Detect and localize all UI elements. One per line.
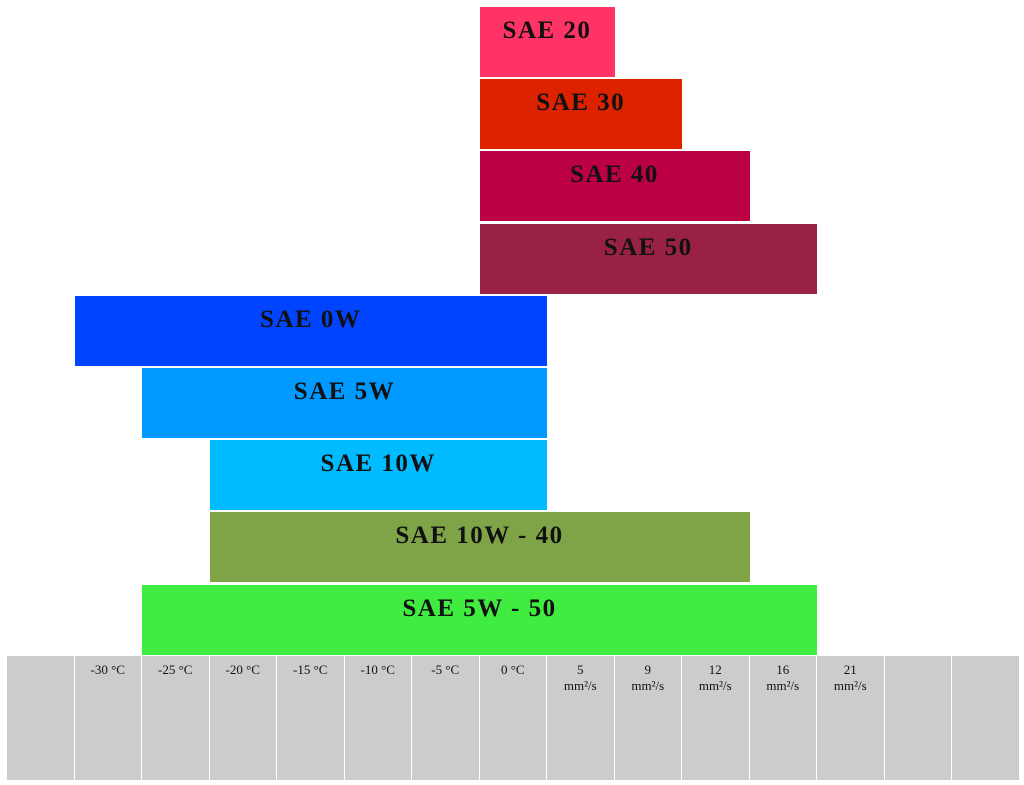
grade-bar: SAE 5W (142, 368, 547, 438)
axis-cell: 9 mm²/s (614, 656, 682, 780)
axis-cell: -10 °C (344, 656, 412, 780)
grade-bar: SAE 10W - 40 (209, 512, 750, 583)
axis-cell: 21 mm²/s (817, 656, 885, 780)
grade-bar: SAE 0W (74, 295, 547, 366)
grade-bar: SAE 40 (479, 151, 750, 222)
axis-cell: 16 mm²/s (749, 656, 817, 780)
axis-cell: 5 mm²/s (547, 656, 615, 780)
axis-cell: -15 °C (277, 656, 345, 780)
axis-cell: -5 °C (412, 656, 480, 780)
axis-cell (884, 656, 952, 780)
axis-cell: 12 mm²/s (682, 656, 750, 780)
axis-cell (7, 656, 75, 780)
grade-bar: SAE 30 (479, 79, 682, 150)
axis-cell (952, 656, 1020, 780)
axis-cell: -20 °C (209, 656, 277, 780)
axis-cell: 0 °C (479, 656, 547, 780)
grade-bar: SAE 50 (479, 223, 817, 294)
grade-bar: SAE 5W - 50 (142, 584, 817, 655)
axis-cell: -25 °C (142, 656, 210, 780)
axis-cell: -30 °C (74, 656, 142, 780)
grade-bar: SAE 10W (209, 440, 547, 511)
grade-bar: SAE 20 (479, 7, 615, 77)
